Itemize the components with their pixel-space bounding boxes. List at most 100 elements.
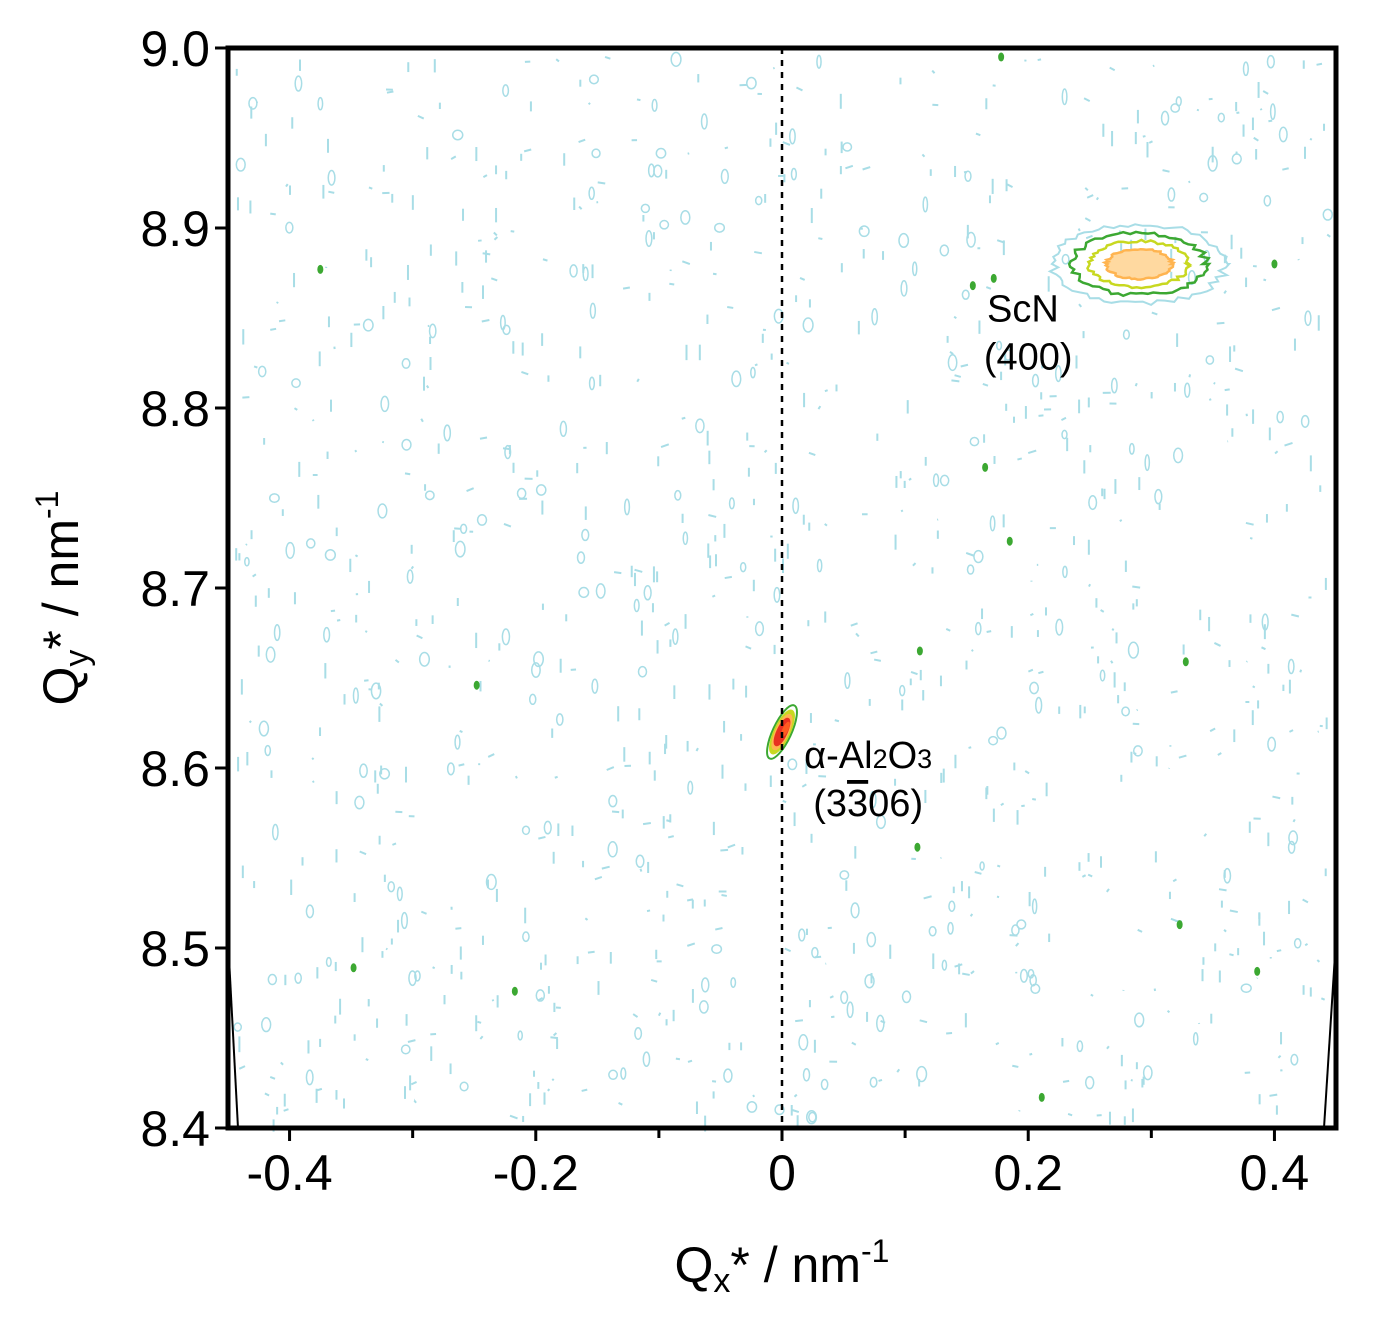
isolated-point (914, 842, 921, 852)
noise-loop (418, 651, 431, 667)
noise-dash (1078, 303, 1083, 308)
noise-dash (1095, 196, 1099, 201)
noise-loop (555, 713, 564, 726)
noise-loop (271, 823, 279, 841)
noise-dash (646, 909, 651, 913)
noise-dash (587, 950, 595, 954)
noise-loop (502, 84, 510, 98)
noise-dash (982, 383, 989, 387)
noise-loop (875, 814, 887, 830)
noise-dash (594, 876, 603, 881)
noise-loop (844, 672, 851, 690)
noise-loop (1160, 110, 1170, 126)
noise-dash (1162, 169, 1170, 173)
noise-loop (682, 531, 689, 546)
noise-dash (1224, 388, 1230, 392)
noise-dash (953, 315, 957, 320)
background-contour-noise (233, 51, 1333, 1132)
noise-loop (842, 142, 853, 152)
noise-loop (264, 744, 272, 757)
noise-loop (790, 167, 798, 181)
noise-loop (285, 221, 294, 234)
noise-dash (269, 1075, 276, 1080)
noise-dash (632, 1013, 639, 1018)
noise-loop (1217, 112, 1226, 123)
noise-dash (584, 917, 589, 921)
noise-loop (901, 990, 912, 1004)
noise-loop (1207, 154, 1218, 172)
noise-loop (966, 231, 976, 248)
noise-dash (1086, 194, 1094, 199)
noise-loop (928, 926, 937, 937)
noise-dash (949, 351, 954, 355)
noise-dash (995, 1042, 1000, 1046)
y-tick-label: 8.7 (140, 561, 210, 617)
noise-dash (799, 276, 806, 281)
noise-loop (1322, 208, 1333, 221)
noise-loop (377, 503, 388, 519)
noise-dash (1083, 97, 1091, 103)
noise-loop (731, 370, 742, 388)
noise-dash (974, 871, 982, 875)
noise-dash (763, 449, 768, 454)
noise-loop (408, 970, 417, 987)
noise-dash (782, 141, 791, 146)
noise-loop (1084, 1075, 1095, 1090)
noise-dash (782, 799, 787, 804)
noise-dash (669, 282, 675, 286)
noise-loop (1287, 658, 1295, 675)
noise-loop (634, 1027, 643, 1040)
noise-dash (493, 231, 498, 237)
noise-loop (973, 549, 984, 564)
noise-loop (947, 921, 954, 935)
y-tick-label: 9.0 (140, 21, 210, 77)
noise-dash (1245, 660, 1248, 663)
noise-dash (1037, 58, 1042, 62)
x-axis-ticks: -0.4 -0.2 0 0.2 0.4 (246, 1128, 1309, 1201)
noise-dash (1252, 685, 1256, 689)
noise-loop (1266, 54, 1275, 69)
noise-dash (1213, 382, 1216, 385)
noise-loop (798, 928, 806, 942)
noise-dash (908, 477, 912, 481)
noise-dash (466, 487, 475, 493)
noise-loop (643, 585, 652, 601)
noise-loop (543, 820, 552, 835)
noise-loop (591, 148, 601, 159)
noise-dash (1142, 135, 1146, 138)
noise-loop (285, 541, 295, 559)
noise-loop (1142, 1065, 1153, 1081)
isolated-point (511, 986, 518, 996)
isolated-point (1006, 536, 1013, 546)
noise-dash (554, 775, 558, 779)
noise-loop (258, 720, 270, 737)
al2o3-label: α-Al2O3 (804, 735, 932, 777)
noise-loop (1132, 745, 1143, 757)
noise-dash (622, 286, 631, 290)
noise-dash (242, 396, 250, 399)
noise-loop (966, 564, 975, 575)
noise-loop (792, 497, 800, 515)
noise-loop (964, 170, 972, 182)
noise-dash (708, 514, 717, 518)
noise-loop (988, 735, 999, 746)
isolated-point (317, 264, 324, 274)
noise-loop (746, 76, 757, 90)
noise-dash (312, 780, 315, 784)
scn-annotation: ScN (400) (984, 289, 1073, 379)
noise-dash (1111, 628, 1115, 631)
overline-digit: 3 (847, 783, 868, 825)
noise-dash (432, 966, 436, 970)
noise-dash (1304, 943, 1309, 947)
noise-dash (618, 1102, 623, 1106)
noise-loop (1167, 187, 1176, 202)
noise-dash (1062, 1079, 1070, 1083)
noise-loop (700, 977, 710, 993)
noise-dash (386, 90, 394, 94)
noise-dash (248, 720, 252, 724)
noise-dash (818, 237, 823, 240)
noise-dash (970, 970, 975, 975)
noise-loop (820, 1078, 829, 1091)
isolated-point (1182, 657, 1189, 667)
noise-dash (359, 850, 367, 856)
